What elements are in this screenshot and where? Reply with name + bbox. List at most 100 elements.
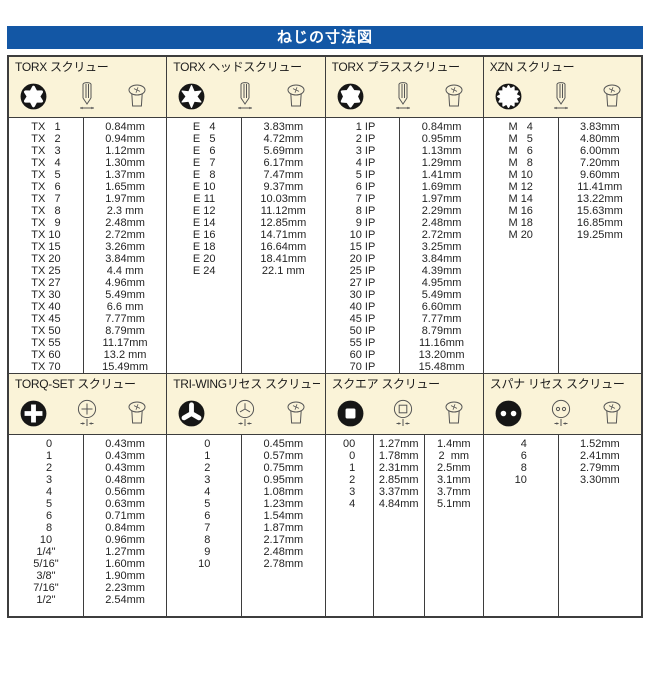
size-subcolumn: 0 1 2 3 4 5 6 7 8 9 10 (167, 435, 241, 616)
torq-set-recess-icon (19, 399, 48, 428)
column-title: XZN スクリュー (489, 60, 575, 74)
value-cell: 0.56mm (105, 486, 145, 498)
value-cell: 0.94mm (105, 133, 145, 145)
table-section-1: TORX スクリュー TX 1 TX 2 TX 3 TX 4 TX 5 TX 6 TX 7 TX… (9, 57, 641, 373)
column-header-torx: TORX スクリュー (9, 57, 167, 118)
value-cell: 2 mm (438, 450, 470, 462)
size-subcolumn: 4 6 8 10 (484, 435, 558, 616)
value-cell: 2.54mm (105, 594, 145, 606)
value-cell: 13.22mm (576, 193, 623, 205)
size-cell: TX 5 (31, 169, 61, 181)
value-subcolumn: 1.4mm 2 mm 2.5mm 3.1mm 3.7mm 5.1mm (423, 435, 483, 616)
xzn-spline-icon (494, 82, 523, 111)
value-cell: 16.64mm (260, 241, 307, 253)
value-cell: 1.65mm (105, 181, 145, 193)
value-cell: 13.20mm (418, 349, 465, 361)
value-cell: 22.1 mm (261, 265, 305, 277)
value-cell: 6.60mm (421, 301, 462, 313)
value-cell: 2.85mm (378, 474, 419, 486)
value-cell: 15.48mm (418, 361, 465, 373)
value-cell: 0.63mm (105, 498, 145, 510)
size-cell: 1 IP (349, 121, 376, 133)
value-cell: 3.83mm (263, 121, 304, 133)
value-cell: 10.03mm (260, 193, 307, 205)
value-cell: 0.84mm (105, 522, 145, 534)
value-cell: 2.29mm (421, 205, 462, 217)
column-icons (15, 75, 161, 117)
size-cell: 1 (198, 450, 211, 462)
size-cell: 1/2" (36, 594, 56, 606)
size-cell: 10 (198, 558, 211, 570)
size-cell: TX 40 (31, 301, 61, 313)
value-cell: 11.16mm (419, 337, 465, 349)
value-cell: 15.49mm (102, 361, 148, 373)
column-title: スパナ リセス スクリュー (489, 377, 625, 391)
size-cell: 4 IP (349, 157, 376, 169)
size-cell: 5/16" (33, 558, 59, 570)
column-body: 0 1 2 3 4 5 6 7 8 9 10 0.45mm 0.57mm 0.75mm 0… (167, 435, 324, 616)
value-cell: 18.41mm (260, 253, 307, 265)
value-cell: 0.57mm (263, 450, 304, 462)
size-cell: TX 27 (31, 277, 61, 289)
size-cell: 55 IP (349, 337, 376, 349)
value-subcolumn: 0.43mm 0.43mm 0.43mm 0.48mm 0.56mm 0.63mm 0.71… (82, 435, 166, 616)
value-cell: 8.79mm (421, 325, 462, 337)
value-cell: 3.26mm (105, 241, 145, 253)
value-cell: 3.7mm (436, 486, 471, 498)
size-cell: TX 30 (31, 289, 61, 301)
size-cell: 45 IP (349, 313, 376, 325)
size-cell: 2 (39, 462, 53, 474)
value-cell: 3.84mm (105, 253, 145, 265)
column-icons (15, 392, 161, 434)
value-cell: 3.30mm (579, 474, 620, 486)
size-cell: 30 IP (349, 289, 376, 301)
value-cell: 1.13mm (421, 145, 462, 157)
value-cell: 1.54mm (263, 510, 304, 522)
size-cell: 0 (342, 450, 356, 462)
value-cell: 12.85mm (260, 217, 307, 229)
size-cell: 4 (198, 486, 211, 498)
value-cell: 2.23mm (105, 582, 145, 594)
column-header-xzn: XZN スクリュー (483, 57, 641, 118)
value-cell: 5.49mm (105, 289, 145, 301)
screw-side-view-icon (392, 81, 414, 111)
size-cell: TX 15 (31, 241, 61, 253)
value-cell: 0.43mm (105, 462, 145, 474)
value-cell: 0.84mm (421, 121, 462, 133)
column-tri-wing: TRI-WINGリセス スクリュー 0 1 2 3 4 5 6 7 8 9 10 0… (167, 374, 326, 616)
size-cell: M 10 (508, 169, 533, 181)
value-subcolumn: 0.84mm 0.95mm 1.13mm 1.29mm 1.41mm 1.69mm 1.97… (399, 118, 482, 373)
column-header-spanner: スパナ リセス スクリュー (483, 374, 641, 435)
size-cell: 10 (39, 534, 53, 546)
column-icons (490, 392, 636, 434)
value-cell: 4.84mm (378, 498, 419, 510)
size-cell: M 14 (508, 193, 533, 205)
size-cell: 20 IP (349, 253, 376, 265)
size-cell: 60 IP (349, 349, 376, 361)
size-cell: TX 10 (31, 229, 61, 241)
screw-side-view-icon (234, 81, 256, 111)
value-cell: 1.69mm (421, 181, 462, 193)
size-cell: TX 50 (31, 325, 61, 337)
spanner-recess-icon (494, 399, 523, 428)
size-cell: TX 3 (31, 145, 61, 157)
column-header-torq-set: TORQ-SET スクリュー (9, 374, 167, 435)
size-cell: 5 IP (349, 169, 376, 181)
value-cell: 4.39mm (421, 265, 462, 277)
value-cell: 6.17mm (263, 157, 304, 169)
column-header-square: スクエア スクリュー (325, 374, 483, 435)
value-cell: 2.72mm (421, 229, 462, 241)
value-cell: 0.96mm (105, 534, 145, 546)
value-cell: 9.60mm (579, 169, 620, 181)
size-cell: 8 IP (349, 205, 376, 217)
size-cell: E 6 (192, 145, 216, 157)
value-cell: 11.17mm (102, 337, 148, 349)
size-cell: 15 IP (349, 241, 376, 253)
column-body: 0 1 2 3 4 5 6 8 10 1/4" 5/16" 3/8" 7/16" 1/2" 0… (9, 435, 166, 616)
value-cell: 0.95mm (263, 474, 304, 486)
torx-plus-recess-icon (336, 82, 365, 111)
size-cell: 4 (39, 486, 53, 498)
screw-front-view-icon (390, 398, 416, 428)
value-cell: 1.30mm (105, 157, 145, 169)
